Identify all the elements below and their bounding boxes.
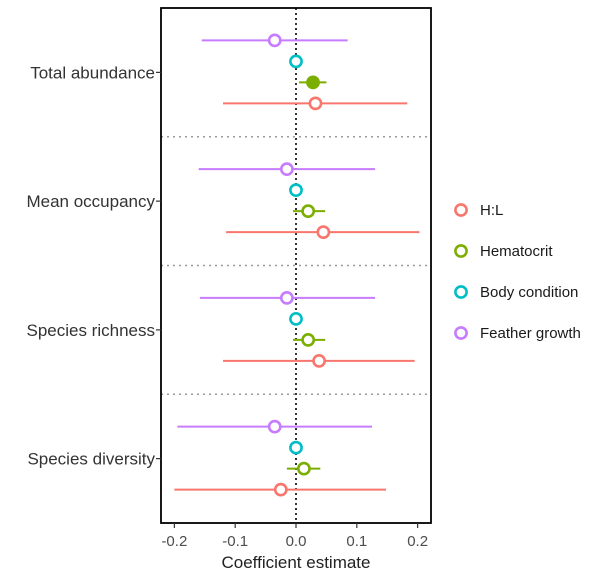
estimate-point [316,225,331,240]
legend-label: H:L [480,202,503,219]
estimate-point [289,440,303,455]
estimate-point [301,204,316,219]
estimate-point [297,461,311,476]
x-tick-label: 0.0 [286,533,307,550]
estimate-point [308,96,323,111]
x-axis-title: Coefficient estimate [222,553,371,572]
estimate-point [267,419,282,434]
category-label: Species diversity [27,450,155,469]
legend-key [454,244,468,258]
estimate-point [301,332,316,347]
category-label: Species richness [26,321,155,340]
x-tick-label: -0.1 [222,533,248,550]
x-tick-label: -0.2 [161,533,187,550]
estimate-point [267,33,282,48]
estimate-point [279,162,294,177]
x-tick-label: 0.1 [346,533,367,550]
estimate-point [289,54,303,69]
estimate-point [306,75,320,90]
x-tick-label: 0.2 [407,533,428,550]
estimate-point [289,183,303,198]
legend-key [454,326,468,340]
estimate-point [289,311,303,326]
category-label: Mean occupancy [26,192,155,211]
category-label: Total abundance [30,63,155,82]
estimate-point [312,353,327,368]
legend-label: Hematocrit [480,243,553,260]
estimate-point [279,290,294,305]
legend-key [454,285,468,299]
legend-label: Body condition [480,284,578,301]
legend-label: Feather growth [480,325,581,342]
estimate-point [273,482,288,497]
legend-key [454,203,468,217]
